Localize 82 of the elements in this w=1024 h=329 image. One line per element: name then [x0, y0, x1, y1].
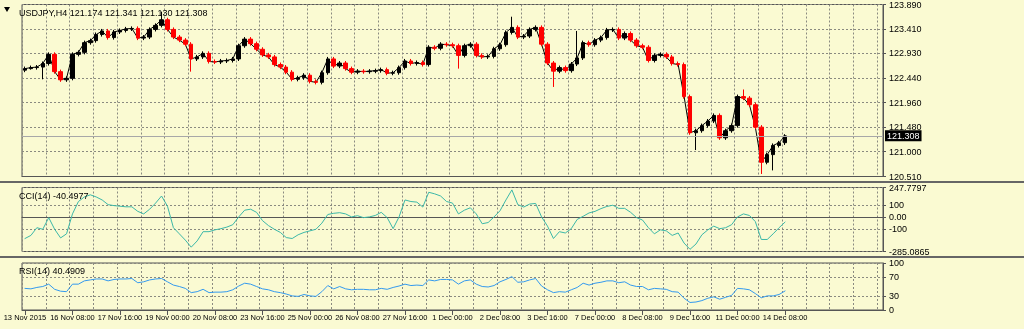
candlestick [712, 112, 716, 124]
candlestick [676, 60, 680, 68]
candlestick [688, 94, 692, 136]
candlestick [717, 112, 722, 141]
candlestick [403, 58, 407, 71]
y-tick-label: 247.7797 [889, 182, 927, 193]
y-tick-label: 123.410 [889, 23, 922, 34]
candlestick [587, 40, 591, 48]
y-tick-label: 100 [889, 200, 905, 211]
candlestick [118, 27, 122, 35]
candlestick [438, 41, 443, 51]
candlestick [308, 72, 312, 84]
candlestick [563, 65, 568, 74]
candlestick [136, 25, 140, 41]
candlestick [124, 26, 128, 33]
y-tick-label: 122.440 [889, 73, 922, 84]
candlestick [290, 69, 294, 82]
candlestick [195, 54, 199, 62]
candlestick [415, 59, 419, 67]
y-tick-label: 0.00 [889, 212, 907, 223]
candlestick [302, 72, 306, 81]
candlestick [100, 28, 104, 38]
candlestick [706, 118, 710, 129]
candlestick [213, 58, 217, 65]
y-tick-label: 0 [889, 305, 895, 315]
y-tick-label: 100 [889, 258, 905, 268]
candlestick [426, 44, 431, 68]
y-tick-label: 122.930 [889, 48, 922, 59]
candlestick [219, 58, 223, 65]
chart-title: RSI(14) 40.4909 [19, 265, 86, 276]
candlestick [605, 27, 609, 41]
candlestick [622, 30, 627, 41]
candlestick [314, 78, 318, 85]
candlestick [504, 29, 508, 48]
candlestick [225, 57, 229, 64]
candlestick [201, 50, 205, 60]
candlestick [207, 50, 211, 65]
candlestick [694, 128, 698, 151]
candlestick [432, 44, 437, 51]
candlestick [611, 26, 615, 33]
candlestick [593, 37, 597, 48]
y-tick-label: 121.000 [889, 146, 922, 157]
candlestick [320, 70, 324, 85]
candlestick [112, 29, 116, 41]
candlestick [391, 70, 395, 76]
chart-title: CCI(14) -40.4977 [19, 190, 89, 201]
ref-line-label: 121.308 [887, 130, 920, 141]
y-tick-label: 121.480 [889, 122, 922, 133]
candlestick [486, 53, 490, 60]
candlestick [777, 140, 781, 148]
y-tick-label: 30 [889, 290, 900, 301]
candlestick [326, 56, 330, 76]
y-tick-label: 121.960 [889, 97, 922, 108]
candlestick [296, 75, 300, 82]
candlestick [106, 28, 110, 41]
candlestick [581, 40, 585, 61]
candlestick [331, 56, 336, 69]
candlestick [498, 42, 502, 52]
candlestick [421, 59, 425, 68]
candlestick [397, 65, 401, 76]
candlestick [409, 58, 413, 67]
candlestick [599, 35, 603, 43]
candlestick [557, 65, 562, 74]
candlestick [700, 123, 704, 134]
line-series [24, 276, 786, 303]
candlestick [35, 64, 39, 71]
y-tick-label: -285.0865 [889, 246, 930, 257]
y-tick-label: 70 [889, 272, 900, 283]
candlestick [361, 68, 366, 75]
y-tick-label: 123.890 [889, 0, 922, 10]
y-tick-label: 120.510 [889, 171, 922, 182]
candlestick [492, 46, 496, 59]
candlestick [130, 25, 134, 32]
candlestick [516, 24, 520, 40]
candlestick [682, 62, 686, 100]
chart-title: USDJPY,H4 121.174 121.341 121.130 121.308 [19, 7, 208, 18]
y-tick-label: -100 [889, 224, 908, 235]
candlestick [617, 26, 621, 41]
candlestick [385, 67, 389, 76]
candlestick [355, 68, 360, 75]
candlestick [29, 65, 33, 71]
candlestick [337, 60, 342, 69]
